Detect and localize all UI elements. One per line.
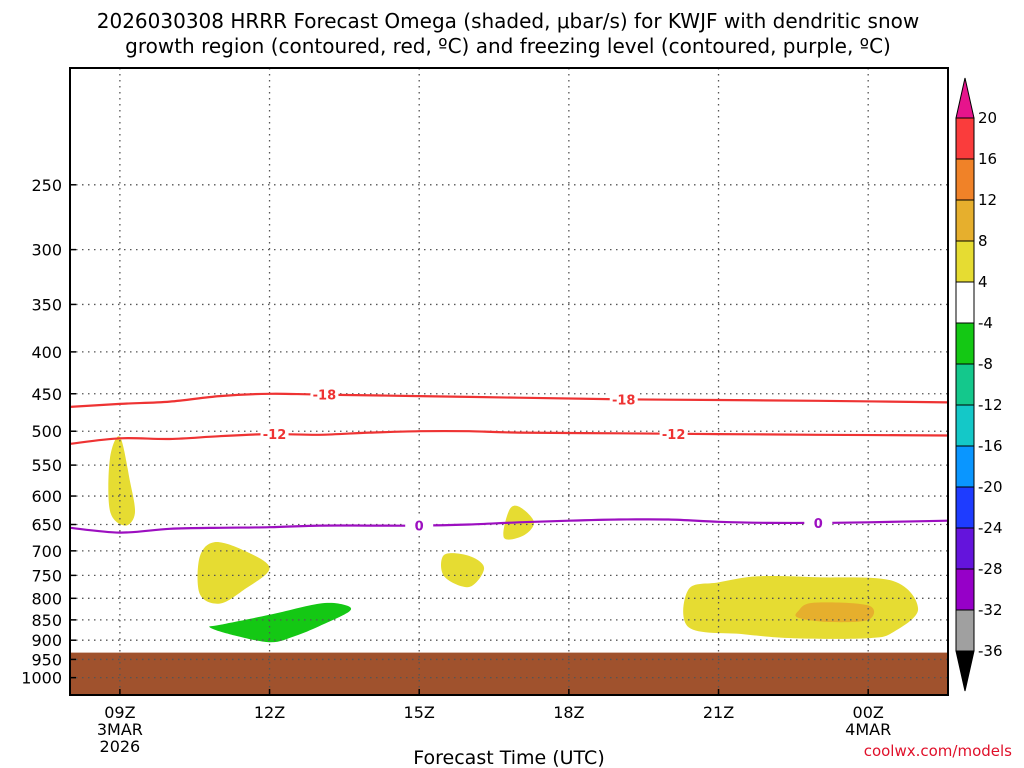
contour-label: -18 [313, 389, 337, 404]
colorbar-bottom-arrow [955, 650, 975, 692]
colorbar-label: 4 [978, 273, 988, 291]
y-tick-label: 300 [31, 241, 62, 260]
contour-label-bg [260, 426, 289, 443]
contour-line-0 [69, 518, 949, 534]
y-tick-label: 250 [31, 176, 62, 195]
y-tick-label: 500 [31, 422, 62, 441]
x-tick-label: 18Z [553, 703, 584, 722]
colorbar-bin-3 [955, 486, 975, 529]
colorbar-label: 20 [978, 109, 997, 127]
contour-line--12 [69, 429, 949, 445]
grid-lines [70, 68, 948, 695]
colorbar-label: 16 [978, 150, 997, 168]
colorbar-bin-7 [955, 322, 975, 365]
colorbar-bin-12 [955, 117, 975, 160]
x-tick-label: 09Z [104, 703, 135, 722]
y-tick-label: 550 [31, 456, 62, 475]
contour-label: -12 [662, 428, 686, 443]
contour-line--18 [69, 392, 949, 408]
colorbar-label: 12 [978, 191, 997, 209]
x-tick-label: 21Z [703, 703, 734, 722]
colorbar-bin-0 [955, 609, 975, 652]
omega-region-2 [441, 553, 485, 588]
colorbar-bin-6 [955, 363, 975, 406]
colorbar-bin-1 [955, 568, 975, 611]
contour-label: -18 [612, 393, 636, 408]
colorbar-label: -16 [978, 437, 1003, 455]
colorbar-label: -4 [978, 314, 993, 332]
y-tick-label: 450 [31, 385, 62, 404]
chart-title-line-1: 2026030308 HRRR Forecast Omega (shaded, … [97, 9, 919, 33]
y-tick-label: 800 [31, 589, 62, 608]
omega-region-5 [795, 602, 875, 623]
colorbar-bin-11 [955, 158, 975, 201]
colorbar-bin-2 [955, 527, 975, 570]
x-axis-label: Forecast Time (UTC) [413, 747, 604, 768]
x-tick-label: 15Z [404, 703, 435, 722]
contour-layer: -18 -18 -12 -12 0 0 [69, 386, 949, 535]
omega-region-0 [108, 436, 136, 526]
colorbar: -36 -32 -28 -24 -20 -16 -12 -8 -4 4 8 12 16 20 [955, 77, 1003, 692]
colorbar-label: 8 [978, 232, 988, 250]
colorbar-bin-10 [955, 199, 975, 242]
contour-label-bg [310, 386, 339, 403]
colorbar-bin-4 [955, 445, 975, 488]
y-tick-label: 750 [31, 566, 62, 585]
y-tick-label: 850 [31, 611, 62, 630]
colorbar-label: -28 [978, 560, 1003, 578]
omega-region-1 [197, 541, 270, 604]
colorbar-top-arrow [955, 77, 975, 119]
contour-label-bg [804, 514, 833, 531]
colorbar-label: -32 [978, 601, 1003, 619]
y-tick-label: 600 [31, 487, 62, 506]
colorbar-label: -36 [978, 642, 1003, 660]
x-tick-label: 00Z [853, 703, 884, 722]
omega-region-4 [683, 576, 919, 639]
colorbar-label: -24 [978, 519, 1003, 537]
y-tick-label: 650 [31, 515, 62, 534]
colorbar-bin-9 [955, 240, 975, 283]
chart-title-line-2: growth region (contoured, red, ºC) and f… [125, 34, 891, 58]
colorbar-bin-8 [955, 281, 975, 324]
contour-label: -12 [263, 428, 287, 443]
y-axis-ticks: 2503003504004505005506006507007508008509… [21, 176, 76, 688]
contour-label-bg [659, 426, 688, 443]
colorbar-label: -12 [978, 396, 1003, 414]
contour-label: 0 [814, 517, 823, 532]
colorbar-label: -20 [978, 478, 1003, 496]
y-tick-label: 900 [31, 631, 62, 650]
contour-label-bg [405, 517, 434, 534]
colorbar-label: -8 [978, 355, 993, 373]
colorbar-bin-5 [955, 404, 975, 447]
y-tick-label: 350 [31, 295, 62, 314]
y-tick-label: 950 [31, 650, 62, 669]
x-tick-label: 3MAR [97, 720, 143, 739]
plot-frame [69, 67, 949, 696]
contour-label-bg [609, 391, 638, 408]
x-tick-label: 2026 [100, 737, 141, 756]
contour-label: 0 [415, 520, 424, 535]
y-tick-label: 1000 [21, 669, 62, 688]
y-tick-label: 700 [31, 542, 62, 561]
omega-shading-layer [108, 436, 919, 643]
credit-text: coolwx.com/models [864, 742, 1012, 760]
y-tick-label: 400 [31, 343, 62, 362]
x-tick-label: 12Z [254, 703, 285, 722]
x-tick-label: 4MAR [845, 720, 891, 739]
omega-region-6 [209, 602, 352, 643]
